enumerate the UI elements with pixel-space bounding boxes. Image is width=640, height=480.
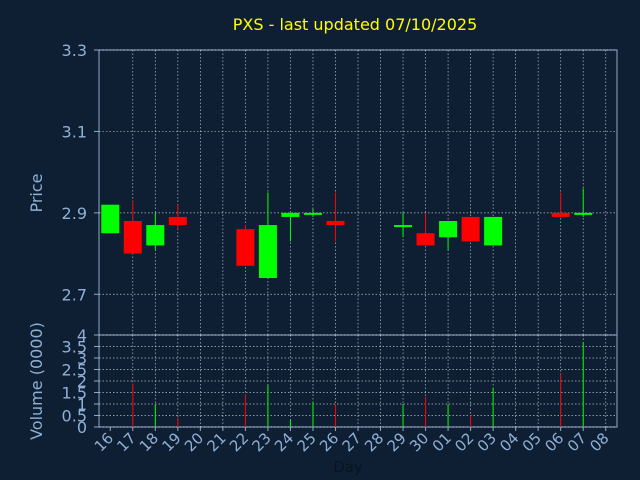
volume-y-axis: 00.511.522.533.54: [62, 326, 99, 437]
price-gridlines: [99, 49, 617, 335]
volume-gridlines: [99, 334, 617, 428]
volume-y-tick-label: 0: [77, 418, 87, 437]
candle-body: [258, 225, 277, 278]
volume-bars: [132, 341, 584, 427]
candles: [101, 188, 593, 278]
volume-y-tick-label: 3: [77, 349, 87, 368]
candle-body: [394, 225, 413, 228]
x-axis-label: Day: [333, 458, 363, 476]
candle-body: [416, 233, 435, 246]
price-y-axis: 2.7 2.9 3.1 3.3: [62, 41, 99, 304]
volume-y-tick-label: 4: [77, 326, 87, 345]
x-tick-label: 08: [586, 429, 612, 455]
candle-body: [168, 216, 187, 226]
price-y-tick-label: 2.9: [62, 204, 87, 223]
candle-body: [303, 212, 322, 215]
volume-y-tick-label: 1: [77, 395, 87, 414]
x-axis: 1617181920212223242526272829300102030405…: [91, 427, 613, 455]
price-y-tick-label: 3.3: [62, 41, 87, 60]
candle-body: [574, 212, 593, 215]
candle-body: [236, 229, 255, 266]
candle-body: [146, 225, 165, 246]
candle-body: [123, 221, 142, 254]
price-y-tick-label: 3.1: [62, 122, 87, 141]
candle-body: [439, 221, 458, 238]
candle-body: [484, 216, 503, 246]
candle-body: [101, 204, 120, 234]
chart-title: PXS - last updated 07/10/2025: [233, 15, 478, 34]
volume-y-tick-label: 3.5: [62, 338, 87, 357]
candle-body: [461, 216, 480, 242]
volume-y-tick-label: 2.5: [62, 361, 87, 380]
volume-y-tick-label: 1.5: [62, 384, 87, 403]
volume-y-tick-label: 0.5: [62, 407, 87, 426]
volume-axis-label: Volume (0000): [27, 322, 46, 440]
price-y-tick-label: 2.7: [62, 285, 87, 304]
candle-body: [281, 212, 300, 217]
volume-y-tick-label: 2: [77, 372, 87, 391]
candle-body: [551, 212, 570, 217]
price-axis-label: Price: [27, 173, 46, 212]
candle-body: [326, 221, 345, 226]
